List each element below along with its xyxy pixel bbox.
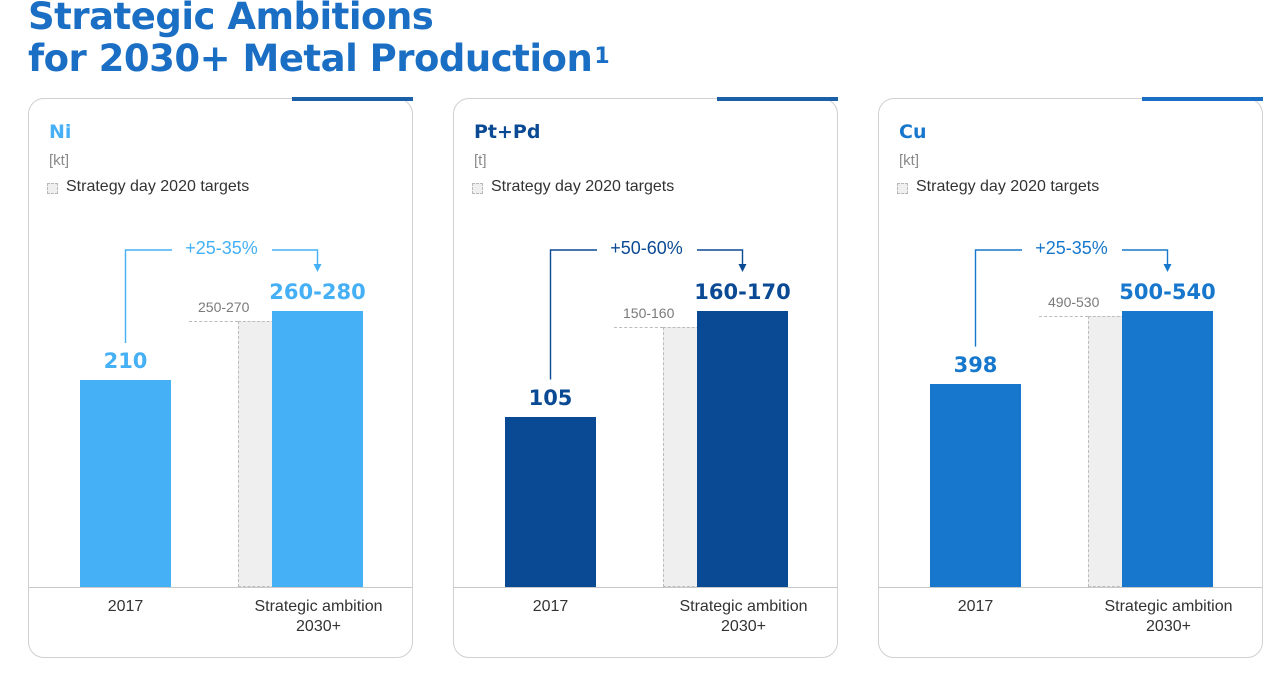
arrow-down-icon — [313, 264, 322, 272]
bar-2017 — [80, 380, 171, 587]
value-label-2017: 398 — [953, 352, 998, 377]
value-label-2017: 210 — [103, 349, 148, 373]
legend-label: Strategy day 2020 targets — [916, 178, 1100, 195]
chart-title: Ni — [49, 121, 72, 143]
legend: Strategy day 2020 targets — [47, 178, 249, 196]
growth-label: +25-35% — [171, 238, 272, 259]
chart-panel-cu: Cu [kt] Strategy day 2020 targets 490-530 39… — [878, 97, 1263, 658]
legend: Strategy day 2020 targets — [472, 178, 674, 196]
bar-ambition-2030 — [697, 311, 788, 587]
growth-connector-line — [549, 249, 744, 380]
panel-accent-bar — [292, 97, 413, 101]
chart-title: Cu — [899, 121, 927, 143]
target-range-label: 250-270 — [198, 298, 250, 315]
title-line-1: Strategic Ambitions — [28, 0, 434, 38]
legend-label: Strategy day 2020 targets — [491, 178, 675, 195]
unit-label: [kt] — [49, 152, 70, 169]
growth-connector-line — [974, 249, 1169, 347]
bar-ambition-2030 — [1122, 311, 1213, 587]
target-dashed-line — [189, 320, 238, 322]
bar-ambition-2030 — [272, 311, 363, 587]
x-axis-label: 2017 — [107, 598, 144, 615]
x-axis-label: 2017 — [532, 598, 569, 615]
title-footnote: 1 — [594, 44, 610, 69]
growth-connector — [549, 249, 747, 380]
panel-accent-bar — [717, 97, 838, 101]
legend: Strategy day 2020 targets — [897, 178, 1099, 196]
legend-swatch — [472, 182, 483, 194]
target-dashed-line — [1039, 316, 1088, 318]
legend-label: Strategy day 2020 targets — [66, 178, 250, 195]
chart-panel-ni: Ni [kt] Strategy day 2020 targets 250-270 21… — [28, 97, 413, 658]
growth-connector — [124, 249, 322, 343]
growth-label: +50-60% — [596, 238, 697, 259]
growth-connector-line — [124, 249, 319, 343]
bar-2017 — [930, 383, 1021, 587]
x-axis-label: Strategic ambition 2030+ — [679, 598, 808, 635]
x-axis-label: 2017 — [957, 598, 994, 615]
chart-panel-pt-pd: Pt+Pd [t] Strategy day 2020 targets 150-160… — [453, 97, 838, 658]
target-range-label: 490-530 — [1048, 294, 1100, 311]
panel-accent-bar — [1142, 97, 1263, 101]
x-axis-label: Strategic ambition 2030+ — [254, 598, 383, 635]
value-label-2017: 105 — [528, 385, 573, 410]
value-label-ambition: 260-280 — [269, 280, 366, 304]
growth-connector — [974, 249, 1172, 347]
arrow-down-icon — [1163, 264, 1172, 272]
x-axis-baseline — [29, 587, 412, 588]
page-title: Strategic Ambitions for 2030+ Metal Produ… — [28, 0, 610, 80]
value-label-ambition: 160-170 — [694, 280, 791, 304]
legend-swatch — [897, 182, 908, 194]
arrow-down-icon — [738, 264, 747, 272]
target-dashed-line — [614, 327, 663, 329]
growth-label: +25-35% — [1021, 238, 1122, 259]
value-label-ambition: 500-540 — [1119, 280, 1216, 304]
unit-label: [t] — [474, 152, 487, 169]
x-axis-baseline — [879, 587, 1262, 588]
target-range-label: 150-160 — [623, 305, 675, 322]
unit-label: [kt] — [899, 152, 920, 169]
chart-title: Pt+Pd — [474, 121, 541, 143]
x-axis-baseline — [454, 587, 837, 588]
legend-swatch — [47, 182, 58, 194]
bar-2017 — [505, 416, 596, 587]
x-axis-label: Strategic ambition 2030+ — [1104, 598, 1233, 635]
title-line-2: for 2030+ Metal Production — [28, 37, 593, 80]
